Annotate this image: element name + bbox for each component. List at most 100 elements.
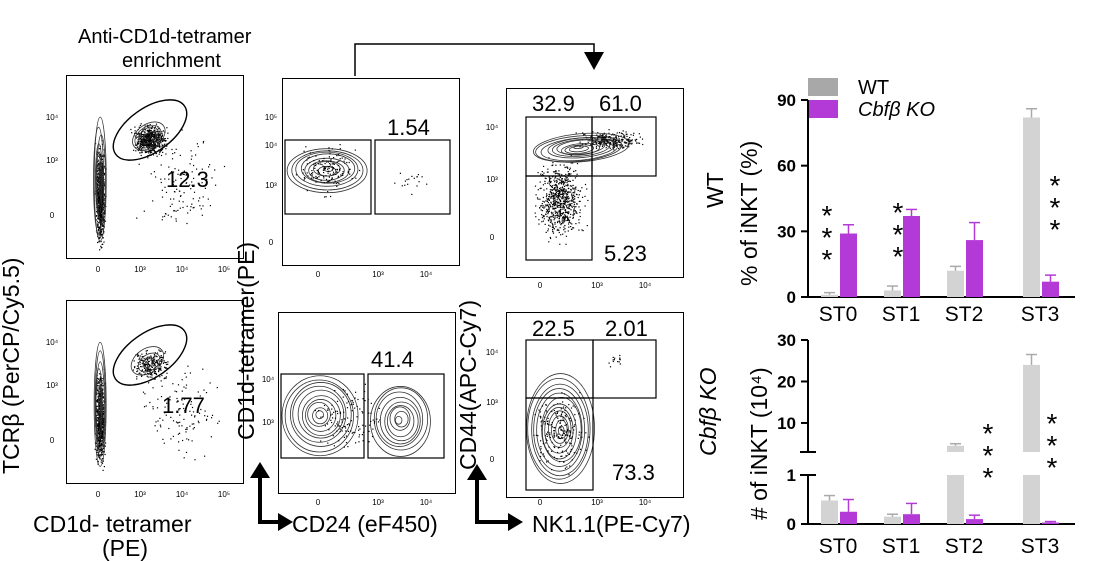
event-dot: [556, 185, 558, 187]
event-dot: [572, 227, 574, 229]
nk11-axis-arrow-right: [508, 513, 523, 531]
event-dot: [158, 368, 160, 370]
event-dot: [99, 443, 101, 445]
event-dot: [573, 205, 575, 207]
event-dot: [306, 159, 308, 161]
event-dot: [541, 217, 543, 219]
event-dot: [557, 193, 559, 195]
event-dot: [100, 437, 102, 439]
event-dot: [100, 247, 102, 249]
event-dot: [569, 417, 571, 419]
event-dot: [563, 215, 565, 218]
event-dot: [342, 388, 344, 391]
event-dot: [554, 195, 556, 197]
event-dot: [553, 184, 555, 186]
event-dot: [164, 352, 166, 354]
event-dot: [182, 201, 184, 203]
event-dot: [557, 205, 560, 207]
tick-label: 10⁴: [420, 498, 433, 507]
event-dot: [627, 144, 629, 146]
event-dot: [560, 415, 562, 418]
event-dot: [568, 208, 570, 210]
event-dot: [588, 436, 590, 438]
event-dot: [302, 169, 304, 171]
event-dot: [154, 145, 156, 147]
event-dot: [98, 228, 100, 230]
event-dot: [100, 216, 103, 218]
event-dot: [539, 181, 541, 183]
event-dot: [156, 352, 159, 354]
event-dot: [100, 422, 102, 424]
event-dot: [361, 434, 363, 436]
event-dot: [105, 442, 107, 444]
event-dot: [96, 377, 98, 379]
event-dot: [154, 358, 156, 360]
event-dot: [570, 173, 572, 175]
event-dot: [564, 166, 566, 169]
event-dot: [562, 217, 564, 219]
event-dot: [197, 391, 199, 393]
event-dot: [138, 163, 140, 165]
event-dot: [560, 183, 563, 185]
event-dot: [370, 420, 372, 423]
event-dot: [154, 134, 156, 136]
event-dot: [632, 134, 634, 136]
event-dot: [616, 145, 618, 147]
event-dot: [610, 142, 612, 144]
event-dot: [97, 217, 99, 219]
event-dot: [98, 199, 100, 201]
event-dot: [543, 207, 545, 209]
event-dot: [617, 141, 619, 143]
event-dot: [204, 455, 206, 457]
event-dot: [553, 203, 555, 205]
event-dot: [563, 393, 566, 395]
event-dot: [336, 430, 338, 432]
event-dot: [157, 134, 160, 136]
event-dot: [555, 226, 557, 228]
event-dot: [193, 164, 195, 167]
event-dot: [320, 179, 322, 182]
event-dot: [153, 372, 156, 374]
event-dot: [567, 430, 569, 432]
event-dot: [184, 410, 186, 412]
event-dot: [630, 134, 632, 136]
event-dot: [98, 209, 100, 211]
event-dot: [347, 430, 349, 432]
event-dot: [558, 201, 560, 203]
event-dot: [147, 361, 149, 363]
event-dot: [157, 145, 159, 147]
event-dot: [150, 139, 152, 141]
event-dot: [152, 147, 154, 149]
event-dot: [547, 168, 549, 170]
event-dot: [573, 209, 575, 211]
event-dot: [102, 385, 104, 387]
event-dot: [96, 205, 98, 207]
bar-wt: [947, 270, 964, 297]
event-dot: [315, 175, 317, 177]
event-dot: [570, 191, 572, 193]
x-axis-cd1d-line1: CD1d- tetramer: [33, 511, 192, 537]
event-dot: [99, 179, 101, 181]
tick-label: 10⁵: [218, 265, 230, 274]
event-dot: [157, 137, 159, 139]
event-dot: [99, 174, 101, 176]
event-dot: [150, 132, 152, 134]
event-dot: [160, 137, 162, 139]
event-dot: [198, 412, 201, 414]
event-dot: [631, 139, 633, 141]
event-dot: [217, 422, 219, 424]
event-dot: [560, 224, 562, 226]
event-dot: [565, 189, 567, 191]
event-dot: [563, 188, 565, 190]
event-dot: [599, 145, 601, 147]
event-dot: [160, 426, 162, 428]
event-dot: [179, 408, 181, 410]
event-dot: [560, 196, 562, 198]
event-dot: [570, 188, 572, 191]
event-dot: [554, 193, 556, 195]
event-dot: [164, 351, 167, 353]
bottom-category-label: ST1: [882, 535, 921, 557]
tick-label: 10⁴: [46, 338, 59, 347]
event-dot: [147, 376, 149, 378]
event-dot: [155, 123, 158, 125]
